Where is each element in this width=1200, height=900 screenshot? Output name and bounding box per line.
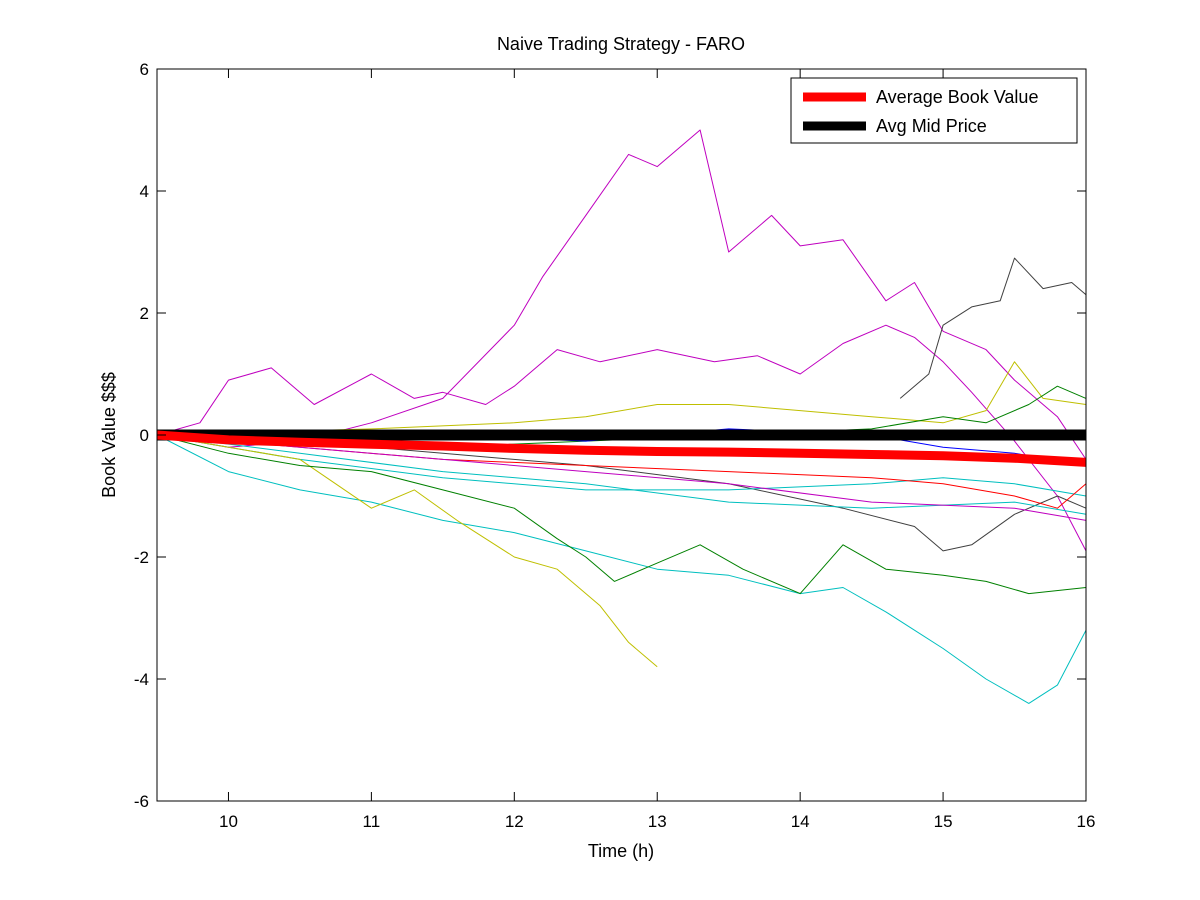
series-line-trial-3 [899, 257, 1087, 399]
x-tick-label: 14 [791, 812, 810, 831]
y-tick-label: 2 [140, 304, 149, 323]
legend: Average Book Value Avg Mid Price [790, 77, 1078, 144]
series-line-trial-2 [156, 434, 1087, 552]
chart-title: Naive Trading Strategy - FARO [497, 34, 745, 54]
series-line-trial-1 [156, 324, 1087, 552]
y-tick-label: 4 [140, 182, 149, 201]
y-tick-label: -2 [134, 548, 149, 567]
legend-box [790, 77, 1078, 144]
y-tick-label: 0 [140, 426, 149, 445]
legend-label-avg-mid-price: Avg Mid Price [876, 116, 987, 136]
x-tick-label: 10 [219, 812, 238, 831]
y-axis-label: Book Value $$$ [99, 372, 119, 498]
legend-label-average-book-value: Average Book Value [876, 87, 1038, 107]
x-tick-label: 12 [505, 812, 524, 831]
series-line-trial-6 [156, 434, 658, 668]
x-tick-label: 11 [363, 812, 381, 831]
axis-ticks: 10 11 12 13 14 15 16 -6 -4 -2 0 2 4 6 [134, 60, 1096, 831]
x-tick-label: 15 [934, 812, 953, 831]
series-layer [156, 129, 1087, 704]
series-line-trial-5 [156, 434, 1087, 497]
series-line-trial-12 [156, 434, 1087, 515]
x-axis-label: Time (h) [588, 841, 654, 861]
series-line-average-book-value [156, 430, 1087, 467]
series-line-trial-13 [156, 434, 1087, 521]
y-tick-label: 6 [140, 60, 149, 79]
x-tick-label: 16 [1077, 812, 1096, 831]
series-line-trial-8 [156, 434, 1087, 595]
y-tick-label: -6 [134, 792, 149, 811]
series-line-trial-4 [156, 434, 1087, 704]
x-tick-label: 13 [648, 812, 667, 831]
series-line-trial-7 [156, 361, 1087, 436]
y-tick-label: -4 [134, 670, 149, 689]
series-line-trial-0 [156, 129, 1087, 460]
